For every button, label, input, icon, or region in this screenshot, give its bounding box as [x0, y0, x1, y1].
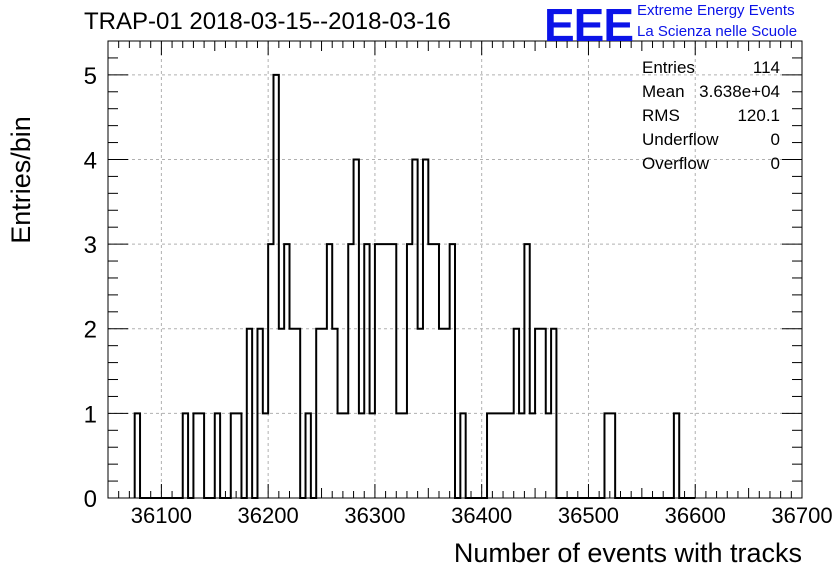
logo-line-2: La Scienza nelle Scuole — [637, 23, 798, 40]
y-tick-labels: 0 1 2 3 4 5 — [84, 63, 97, 513]
chart-title: TRAP-01 2018-03-15--2018-03-16 — [84, 8, 451, 35]
grid-lines — [108, 41, 802, 498]
logo-line-1: Extreme Energy Events — [637, 2, 795, 19]
x-tick-labels: 36100 36200 36300 36400 36500 36600 36700 — [131, 503, 833, 528]
x-tick-label: 36100 — [131, 503, 192, 528]
x-tick-label: 36300 — [344, 503, 405, 528]
stat-value: 120.1 — [737, 106, 780, 125]
stats-box: Entries 114 Mean 3.638e+04 RMS 120.1 Und… — [642, 58, 780, 178]
stat-value: 0 — [770, 154, 780, 173]
x-tick-label: 36500 — [558, 503, 619, 528]
x-tick-label: 36200 — [238, 503, 299, 528]
stat-value: 114 — [752, 58, 780, 77]
stat-row-overflow: Overflow 0 — [642, 154, 780, 178]
eee-logo: EEE — [544, 0, 634, 51]
y-tick-label: 2 — [84, 317, 97, 344]
stat-label: Overflow — [642, 154, 710, 173]
x-axis-label: Number of events with tracks — [454, 538, 802, 568]
y-tick-label: 4 — [84, 147, 97, 174]
y-tick-label: 1 — [84, 401, 97, 428]
y-axis-label: Entries/bin — [6, 116, 36, 244]
stat-row-entries: Entries 114 — [642, 58, 780, 82]
x-tick-label: 36400 — [451, 503, 512, 528]
stat-value: 3.638e+04 — [699, 82, 780, 101]
stat-label: RMS — [642, 106, 680, 125]
stat-value: 0 — [770, 130, 780, 149]
stat-label: Mean — [642, 82, 685, 101]
x-tick-label: 36700 — [771, 503, 832, 528]
stat-label: Underflow — [642, 130, 719, 149]
y-tick-label: 3 — [84, 232, 97, 259]
y-tick-label: 5 — [84, 63, 97, 90]
stat-row-rms: RMS 120.1 — [642, 106, 780, 130]
x-tick-label: 36600 — [665, 503, 726, 528]
y-tick-label: 0 — [84, 486, 97, 513]
stat-row-mean: Mean 3.638e+04 — [642, 82, 780, 106]
eee-logo-text: EEE — [544, 0, 634, 51]
stat-label: Entries — [642, 58, 695, 77]
histogram-series — [133, 73, 696, 499]
stat-row-underflow: Underflow 0 — [642, 130, 780, 154]
